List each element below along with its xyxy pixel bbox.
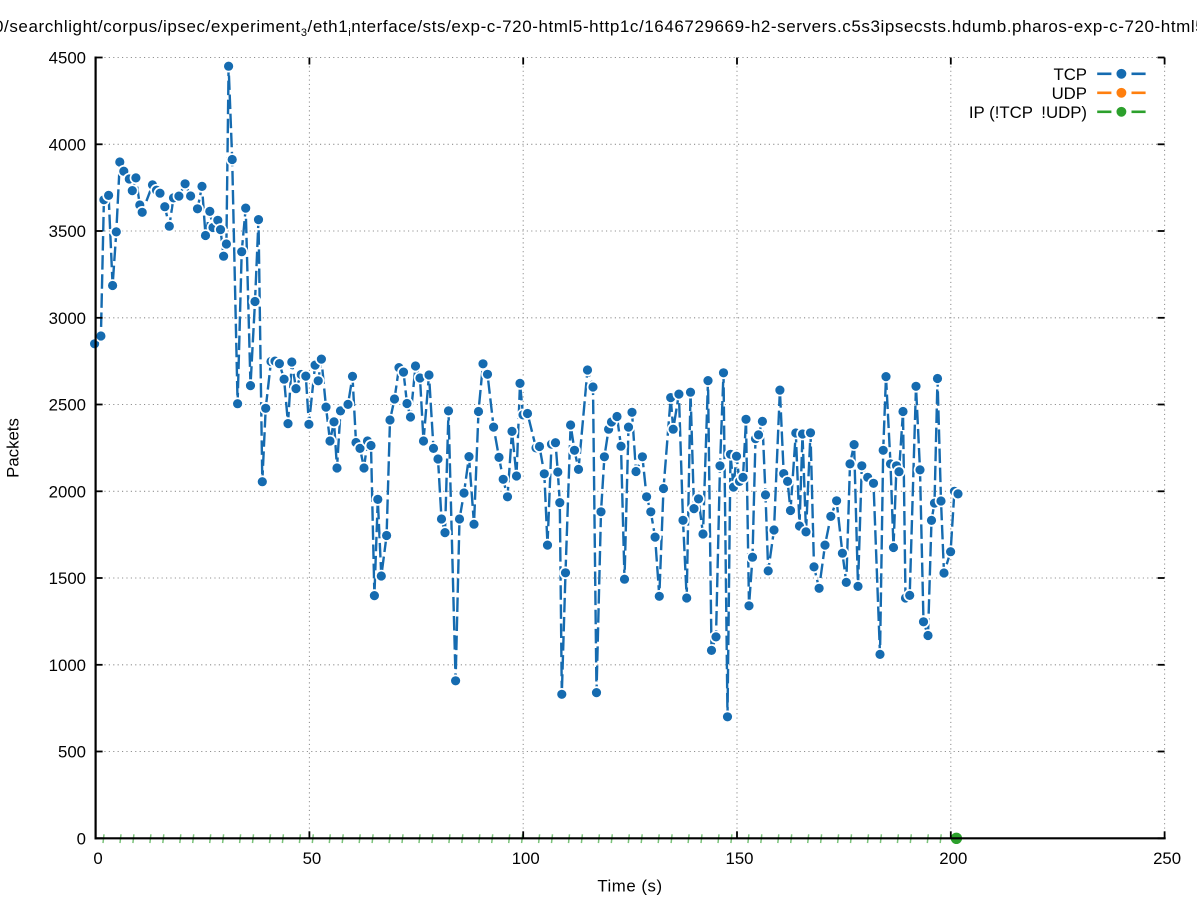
svg-text:150: 150 [726, 849, 754, 868]
svg-text:3500: 3500 [49, 222, 86, 241]
svg-text:Packets: Packets [4, 418, 23, 478]
svg-text:TCP: TCP [1053, 65, 1087, 84]
svg-text:0/searchlight/corpus/ipsec/exp: 0/searchlight/corpus/ipsec/experiment3/e… [0, 17, 1197, 39]
svg-text:UDP: UDP [1052, 84, 1087, 103]
svg-text:4500: 4500 [49, 49, 86, 68]
svg-text:3000: 3000 [49, 309, 86, 328]
svg-text:500: 500 [58, 743, 86, 762]
svg-text:Time (s): Time (s) [597, 877, 662, 896]
svg-text:250: 250 [1153, 849, 1181, 868]
svg-text:2000: 2000 [49, 482, 86, 501]
svg-text:1000: 1000 [49, 656, 86, 675]
svg-text:IP (!TCP !UDP): IP (!TCP !UDP) [969, 103, 1087, 122]
svg-text:50: 50 [303, 849, 322, 868]
svg-text:100: 100 [512, 849, 540, 868]
svg-text:1500: 1500 [49, 569, 86, 588]
svg-text:200: 200 [939, 849, 967, 868]
svg-text:0: 0 [93, 849, 102, 868]
svg-text:0: 0 [77, 829, 86, 848]
svg-text:4000: 4000 [49, 135, 86, 154]
svg-text:2500: 2500 [49, 396, 86, 415]
